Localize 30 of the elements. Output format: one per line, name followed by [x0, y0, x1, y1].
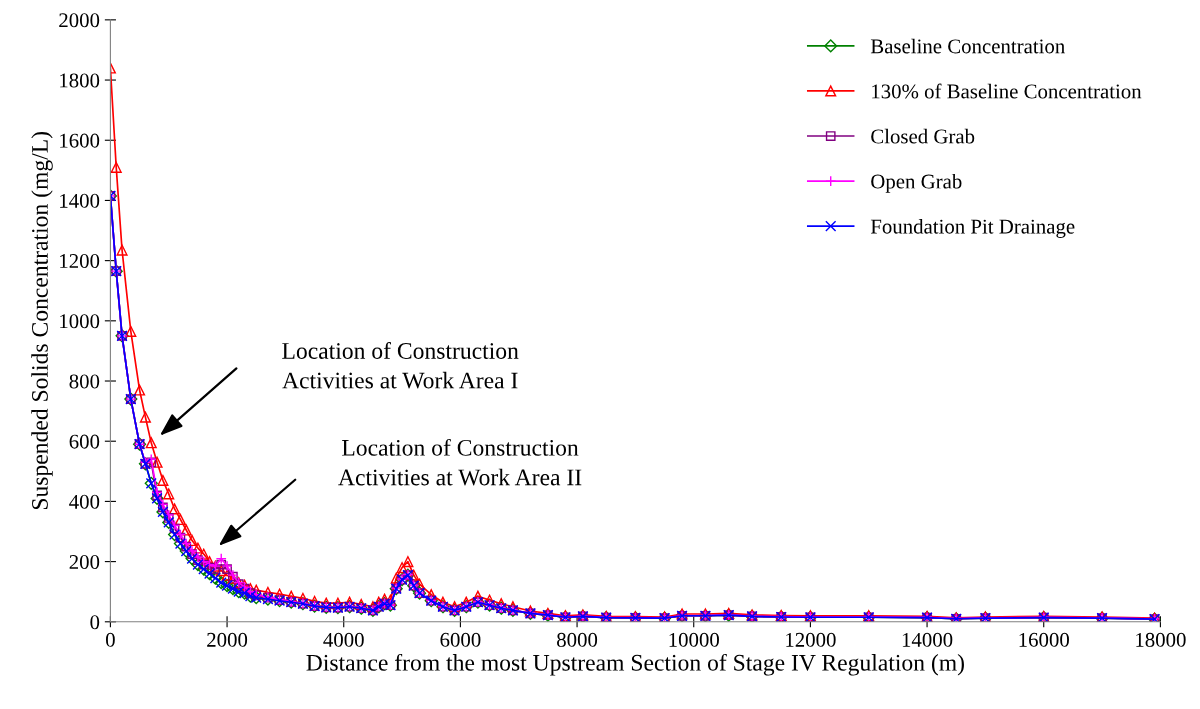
x-tick-label: 4000 — [323, 632, 364, 647]
y-tick-label: 1600 — [60, 133, 100, 148]
y-axis-title: Suspended Solids Concentration (mg/L) — [31, 132, 53, 510]
x-tick-label: 6000 — [440, 632, 481, 647]
x-tick-label: 16000 — [1019, 632, 1069, 647]
y-tick-label: 200 — [69, 554, 100, 570]
y-tick-label: 1000 — [60, 314, 100, 329]
y-tick-label: 1200 — [60, 254, 100, 269]
y-tick-label: 2000 — [59, 13, 100, 28]
x-tick-label: 14000 — [902, 632, 953, 647]
legend-label: 130% of Baseline Concentration — [872, 83, 1142, 99]
legend-label: Closed Grab — [871, 128, 975, 144]
x-tick-label: 0 — [105, 632, 115, 647]
y-tick-label: 0 — [90, 615, 100, 630]
annotation: Location of Construction Activities at Work Area I — [282, 342, 519, 389]
y-tick-label: 600 — [69, 434, 100, 449]
y-tick-label: 400 — [69, 494, 100, 509]
x-tick-label: 12000 — [786, 632, 836, 647]
x-tick-label: 8000 — [557, 632, 598, 647]
y-tick-label: 1800 — [60, 73, 100, 88]
x-axis-title: Distance from the most Upstream Section of Stage IV Regulation (m) — [306, 653, 964, 676]
x-tick-label: 10000 — [669, 632, 719, 647]
annotation: Location of Construction Activities at Work Area II — [338, 438, 582, 486]
legend-label: Open Grab — [871, 173, 962, 193]
x-tick-label: 2000 — [207, 632, 248, 647]
legend-label: Foundation Pit Drainage — [870, 218, 1075, 238]
legend-label: Baseline Concentration — [870, 38, 1065, 54]
y-tick-label: 1400 — [60, 193, 100, 208]
x-tick-label: 18000 — [1136, 632, 1186, 647]
y-tick-label: 800 — [69, 374, 100, 389]
